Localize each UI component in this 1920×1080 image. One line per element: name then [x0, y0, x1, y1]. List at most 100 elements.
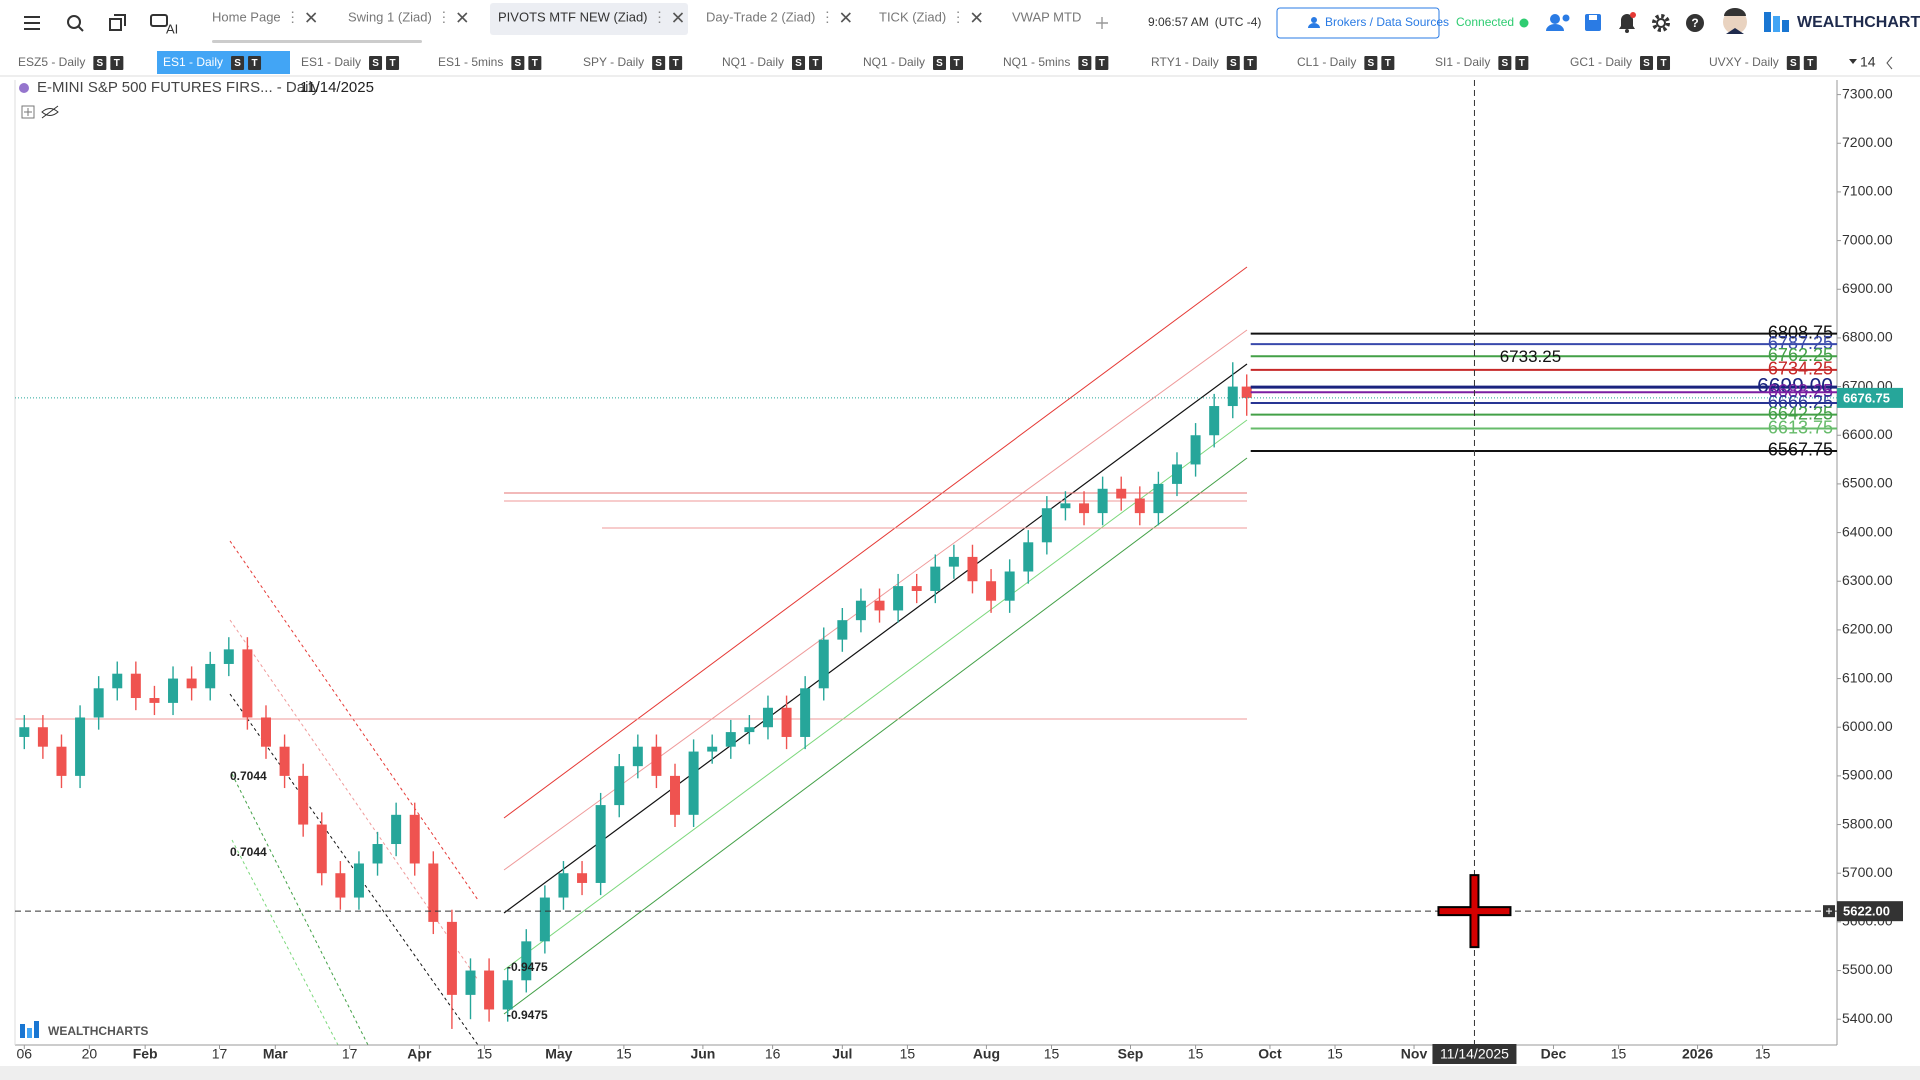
candle-body	[651, 746, 662, 776]
badge-label[interactable]: S	[97, 58, 104, 69]
badge	[669, 56, 683, 70]
tab-close[interactable]	[971, 12, 982, 23]
candle-body	[298, 775, 309, 825]
badge	[248, 56, 262, 70]
symbol-tab[interactable]: NQ1 - Daily	[722, 55, 784, 69]
candle-body	[465, 970, 476, 995]
badge-label[interactable]: T	[812, 58, 818, 69]
badge-label[interactable]: T	[1099, 58, 1105, 69]
tab-label[interactable]: Swing 1 (Ziad)	[348, 9, 432, 24]
badge	[1515, 56, 1529, 70]
badge-label[interactable]: T	[1385, 58, 1391, 69]
candle-body	[130, 673, 141, 699]
users-button[interactable]	[1546, 14, 1570, 31]
svg-text:?: ?	[1691, 16, 1698, 30]
badge-label[interactable]: S	[1368, 58, 1375, 69]
y-tick-label: 7300.00	[1842, 85, 1893, 101]
layouts-button[interactable]	[109, 14, 126, 31]
candle-body	[1041, 508, 1052, 543]
ai-button[interactable]: AI	[150, 14, 178, 36]
badge-label[interactable]: T	[1247, 58, 1253, 69]
x-tick-label: 2026	[1682, 1046, 1713, 1062]
tab-label[interactable]: Home Page	[212, 9, 281, 24]
badge-label[interactable]: S	[655, 58, 662, 69]
add-button[interactable]	[21, 105, 35, 119]
symbol-tab[interactable]: ES1 - 5mins	[438, 55, 503, 69]
x-tick-label: May	[545, 1046, 572, 1062]
tab-menu[interactable]: ⋮	[437, 9, 451, 25]
tab-close[interactable]	[306, 12, 317, 23]
badge-label[interactable]: T	[114, 58, 120, 69]
symbol-tab[interactable]: ESZ5 - Daily	[18, 55, 85, 69]
badge-label[interactable]: S	[234, 58, 241, 69]
tab-label[interactable]: Day-Trade 2 (Ziad)	[706, 9, 815, 24]
symbol-tab[interactable]: CL1 - Daily	[1297, 55, 1356, 69]
candle-body	[632, 746, 643, 767]
alerts-button[interactable]	[1619, 12, 1636, 33]
add-tab[interactable]	[1096, 17, 1108, 29]
badge	[386, 56, 400, 70]
x-tick-label: 15	[477, 1046, 493, 1062]
avatar[interactable]	[1723, 8, 1747, 34]
tab-menu[interactable]: ⋮	[820, 9, 834, 25]
x-tick-label: 20	[82, 1046, 98, 1062]
y-tick-label: 7200.00	[1842, 134, 1893, 150]
badge	[792, 56, 806, 70]
symbol-tab[interactable]: GC1 - Daily	[1570, 55, 1632, 69]
badge-label[interactable]: S	[372, 58, 379, 69]
badge	[1803, 56, 1817, 70]
candle-body	[242, 649, 253, 718]
badge-label[interactable]: T	[389, 58, 395, 69]
symbol-tab[interactable]: ES1 - Daily	[163, 55, 223, 69]
more-count[interactable]: 14	[1860, 54, 1876, 70]
tab-menu[interactable]: ⋮	[286, 9, 300, 25]
badge-label[interactable]: T	[953, 58, 959, 69]
symbol-tab[interactable]: RTY1 - Daily	[1151, 55, 1219, 69]
tab-close[interactable]	[840, 12, 851, 23]
badge	[933, 56, 947, 70]
badge-label[interactable]: T	[1660, 58, 1666, 69]
tab-menu[interactable]: ⋮	[951, 9, 965, 25]
candle-body	[168, 678, 179, 703]
badge-label[interactable]: S	[1643, 58, 1650, 69]
symbol-tab[interactable]: NQ1 - Daily	[863, 55, 925, 69]
search-button[interactable]	[67, 15, 84, 32]
badge	[511, 56, 525, 70]
symbol-tab[interactable]: NQ1 - 5mins	[1003, 55, 1070, 69]
broker-icon	[1311, 17, 1317, 23]
tab-close[interactable]	[672, 12, 684, 23]
badge-label[interactable]: S	[1502, 58, 1509, 69]
badge-label[interactable]: S	[1082, 58, 1089, 69]
tab-label[interactable]: VWAP MTD	[1012, 9, 1081, 24]
badge-label[interactable]: S	[1230, 58, 1237, 69]
scroll-left[interactable]	[1886, 56, 1893, 70]
menu-button[interactable]	[24, 16, 40, 30]
badge-label[interactable]: T	[251, 58, 257, 69]
tab-close[interactable]	[457, 12, 468, 23]
badge-label[interactable]: S	[795, 58, 802, 69]
symbol-tab[interactable]: UVXY - Daily	[1709, 55, 1779, 69]
settings-button[interactable]	[1652, 14, 1670, 32]
symbol-tab[interactable]: ES1 - Daily	[301, 55, 361, 69]
candle-body	[725, 732, 736, 747]
tab-label[interactable]: PIVOTS MTF NEW (Ziad)	[498, 9, 648, 24]
symbol-tab[interactable]: SPY - Daily	[583, 55, 644, 69]
badge-label[interactable]: T	[1519, 58, 1525, 69]
badge	[1226, 56, 1240, 70]
symbol-tab[interactable]: SI1 - Daily	[1435, 55, 1490, 69]
brokers-button[interactable]	[1276, 7, 1440, 39]
badge-label[interactable]: T	[532, 58, 538, 69]
badge-label[interactable]: T	[673, 58, 679, 69]
y-tick-label: 6300.00	[1842, 572, 1893, 588]
more-arrow[interactable]	[1849, 59, 1857, 64]
badge-label[interactable]: S	[515, 58, 522, 69]
badge-label[interactable]: T	[1807, 58, 1813, 69]
tab-label[interactable]: TICK (Ziad)	[879, 9, 946, 24]
badge-label[interactable]: S	[1790, 58, 1797, 69]
x-tick-label: 15	[616, 1046, 632, 1062]
badge-label[interactable]: S	[936, 58, 943, 69]
save-button[interactable]	[1585, 14, 1601, 31]
help-button[interactable]: ?	[1686, 14, 1704, 32]
tab-menu[interactable]: ⋮	[653, 9, 667, 25]
